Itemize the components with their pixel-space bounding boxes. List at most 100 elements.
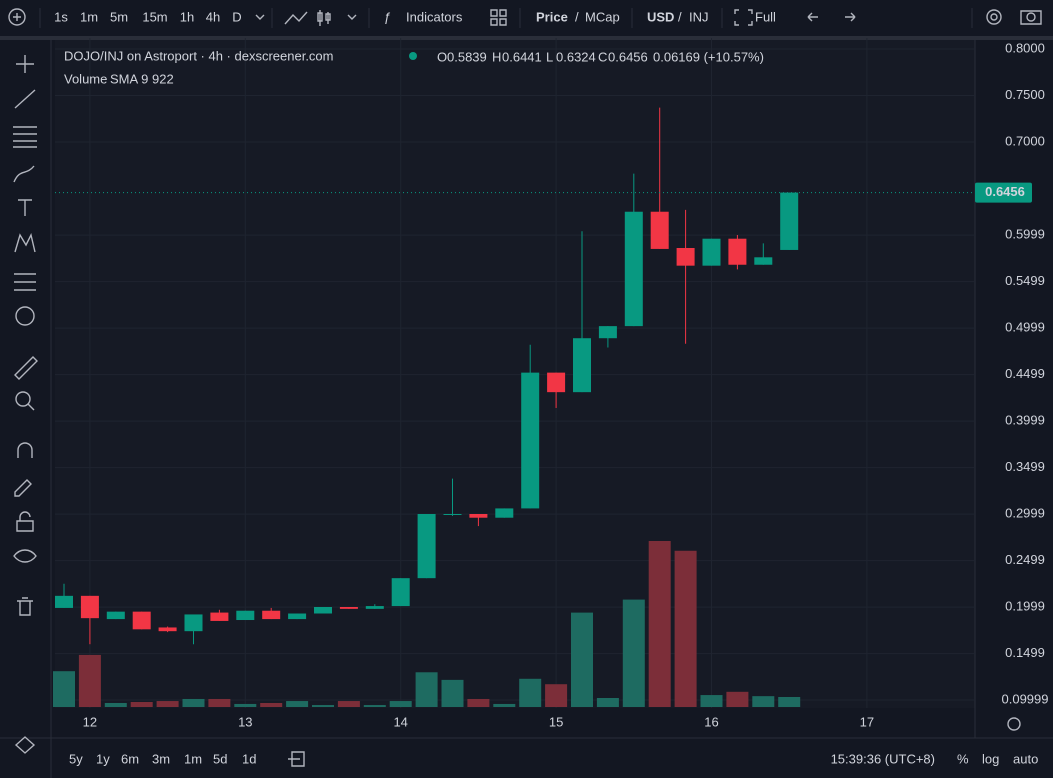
volume-bar (752, 696, 775, 707)
candle-body (624, 211, 643, 327)
fullscreen-icon[interactable] (734, 9, 753, 26)
volume-bar (519, 678, 542, 707)
x-tick-label: 13 (238, 714, 252, 729)
volume-bar (700, 695, 723, 707)
interval-button[interactable]: D (232, 9, 241, 24)
price-button[interactable]: Price (536, 9, 568, 24)
interval-button[interactable]: 1s (54, 9, 68, 24)
ruler[interactable] (14, 356, 38, 380)
candle-body (132, 611, 151, 630)
interval-button[interactable]: 1m (80, 9, 98, 24)
candle-type[interactable] (317, 10, 331, 26)
y-tick-label: 0.09999 (1002, 691, 1049, 706)
trend-line[interactable] (14, 89, 36, 109)
settings[interactable] (986, 9, 1002, 25)
y-tick-label: 0.7500 (1005, 87, 1045, 102)
lock-draw[interactable] (14, 479, 32, 497)
snapshot[interactable] (1020, 10, 1042, 25)
range-button[interactable]: 1y (96, 751, 110, 766)
y-tick-label: 0.1499 (1005, 645, 1045, 660)
interval-button[interactable]: 15m (142, 9, 167, 24)
volume-bar (415, 672, 438, 707)
object-tree[interactable] (14, 736, 36, 754)
top-icons: ƒ (8, 8, 1042, 28)
x-tick-label: 16 (704, 714, 718, 729)
y-tick-label: 0.5999 (1005, 227, 1045, 242)
range-button[interactable]: 6m (121, 751, 139, 766)
axis-settings[interactable] (1007, 717, 1021, 731)
x-tick-label: 17 (860, 714, 874, 729)
magnet[interactable] (17, 442, 33, 458)
volume-bar (467, 698, 490, 707)
prediction[interactable] (14, 273, 36, 291)
text-tool[interactable] (18, 199, 32, 216)
auto-toggle[interactable]: auto (1013, 751, 1038, 766)
emoji[interactable] (15, 306, 35, 326)
candle-body (443, 513, 462, 515)
volume-bar (441, 679, 464, 707)
y-tick-label: 0.2999 (1005, 506, 1045, 521)
volume-bar (208, 698, 231, 707)
volume-bar (778, 696, 801, 707)
volume-bar (389, 701, 412, 707)
range-button[interactable]: 3m (152, 751, 170, 766)
currency-sep-button[interactable]: / (678, 9, 682, 24)
lock[interactable] (16, 511, 34, 532)
candle-body (521, 372, 540, 509)
price-sep-button[interactable]: / (575, 9, 579, 24)
status-dot (409, 52, 417, 60)
percent-toggle[interactable]: % (957, 751, 969, 766)
candle-body (288, 613, 307, 620)
crosshair[interactable] (16, 55, 34, 73)
trash[interactable] (17, 597, 33, 616)
log-toggle[interactable]: log (982, 751, 999, 766)
layouts[interactable] (490, 9, 507, 26)
volume-bar (726, 691, 749, 707)
inj-button[interactable]: INJ (689, 9, 709, 24)
last-price-label: 0.6456 (985, 184, 1025, 199)
y-tick-label: 0.3499 (1005, 459, 1045, 474)
fx-icon[interactable]: ƒ (384, 9, 391, 24)
indicators-button[interactable]: Indicators (406, 9, 463, 24)
candle-body (262, 610, 281, 620)
range-button[interactable]: 5y (69, 751, 83, 766)
full-button[interactable]: Full (755, 9, 776, 24)
interval-button[interactable]: 1h (180, 9, 194, 24)
undo[interactable] (807, 12, 818, 22)
mcap-button[interactable]: MCap (585, 9, 620, 24)
interval-button[interactable]: 5m (110, 9, 128, 24)
zoom[interactable] (15, 391, 31, 407)
candle-body (495, 508, 514, 518)
usd-button[interactable]: USD (647, 9, 674, 24)
line-type[interactable] (284, 11, 308, 25)
volume-bar (130, 702, 153, 707)
range-button[interactable]: 1m (184, 751, 202, 766)
y-tick-label: 0.2499 (1005, 552, 1045, 567)
range-button[interactable]: 5d (213, 751, 227, 766)
chart-title: DOJO/INJ on Astroport · 4h · dexscreener… (64, 48, 334, 63)
candle-body (676, 248, 695, 266)
y-tick-label: 0.8000 (1005, 40, 1045, 55)
interval-button[interactable]: 4h (206, 9, 220, 24)
volume-bar (648, 541, 671, 707)
range-button[interactable]: 1d (242, 751, 256, 766)
candle-body (547, 372, 566, 393)
fib[interactable] (13, 126, 37, 148)
volume-bar (337, 701, 360, 707)
goto-date[interactable] (288, 751, 305, 767)
redo[interactable] (845, 12, 856, 22)
clock: 15:39:36 (UTC+8) (831, 751, 935, 766)
candle-body (236, 610, 255, 621)
brush[interactable] (13, 165, 35, 183)
visibility[interactable] (13, 549, 37, 563)
candle-body (365, 606, 384, 609)
left-toolbar (13, 55, 38, 754)
add-symbol[interactable] (8, 8, 26, 26)
candle-body (314, 606, 332, 614)
pattern[interactable] (14, 232, 36, 253)
candle-body (184, 614, 203, 632)
y-tick-label: 0.4499 (1005, 366, 1045, 381)
volume-bar (156, 701, 179, 707)
volume-bar (53, 671, 75, 707)
